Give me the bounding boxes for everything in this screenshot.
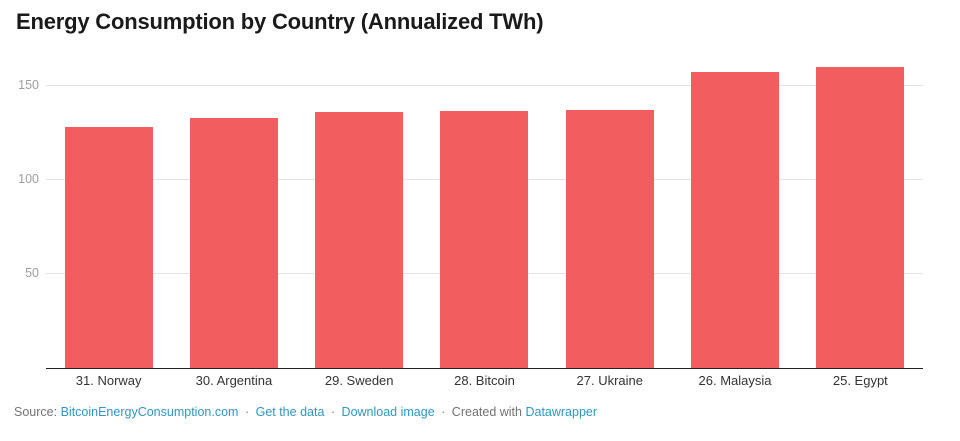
bar-slot: [171, 60, 296, 368]
source-link[interactable]: BitcoinEnergyConsumption.com: [60, 405, 239, 419]
get-data-link[interactable]: Get the data: [255, 405, 325, 419]
chart-title: Energy Consumption by Country (Annualize…: [16, 9, 544, 34]
gridline: 150: [18, 78, 923, 92]
download-image-link[interactable]: Download image: [341, 405, 435, 419]
bar-sweden: [315, 111, 404, 368]
source-label: Source:: [14, 405, 58, 419]
bar-slot: [297, 60, 422, 368]
bar-slot: [422, 60, 547, 368]
bar-slot: [547, 60, 672, 368]
bar-argentina: [189, 118, 278, 368]
created-with-label: Created with: [451, 405, 522, 419]
plot-area: 50 100 150: [18, 60, 923, 369]
bar-egypt: [816, 67, 905, 368]
datawrapper-link[interactable]: Datawrapper: [525, 405, 598, 419]
x-axis-label: 25. Egypt: [832, 373, 888, 388]
bar-bitcoin: [440, 111, 529, 368]
separator: ·: [330, 405, 336, 419]
bar-ukraine: [565, 109, 654, 368]
bars-layer: [46, 60, 923, 368]
x-axis-line: [46, 367, 923, 369]
x-axis-label: 28. Bitcoin: [454, 373, 515, 388]
bar-slot: [672, 60, 797, 368]
bar-slot: [798, 60, 923, 368]
separator: ·: [441, 405, 446, 419]
separator: ·: [244, 405, 250, 419]
x-axis-label: 30. Argentina: [195, 373, 273, 388]
bar-norway: [64, 127, 153, 368]
bar-malaysia: [691, 71, 780, 368]
x-axis-labels: 31. Norway 30. Argentina 29. Sweden 28. Bit…: [46, 373, 923, 388]
y-tick-label: 50: [25, 265, 39, 280]
x-axis-label: 31. Norway: [75, 373, 142, 388]
x-axis-label: 26. Malaysia: [698, 373, 772, 388]
y-tick-label: 100: [18, 171, 39, 186]
chart-footer: Source: BitcoinEnergyConsumption.com · G…: [14, 405, 597, 419]
x-axis-label: 29. Sweden: [324, 373, 394, 388]
y-tick-label: 150: [18, 77, 39, 92]
bar-slot: [46, 60, 171, 368]
x-axis-label: 27. Ukraine: [576, 373, 643, 388]
